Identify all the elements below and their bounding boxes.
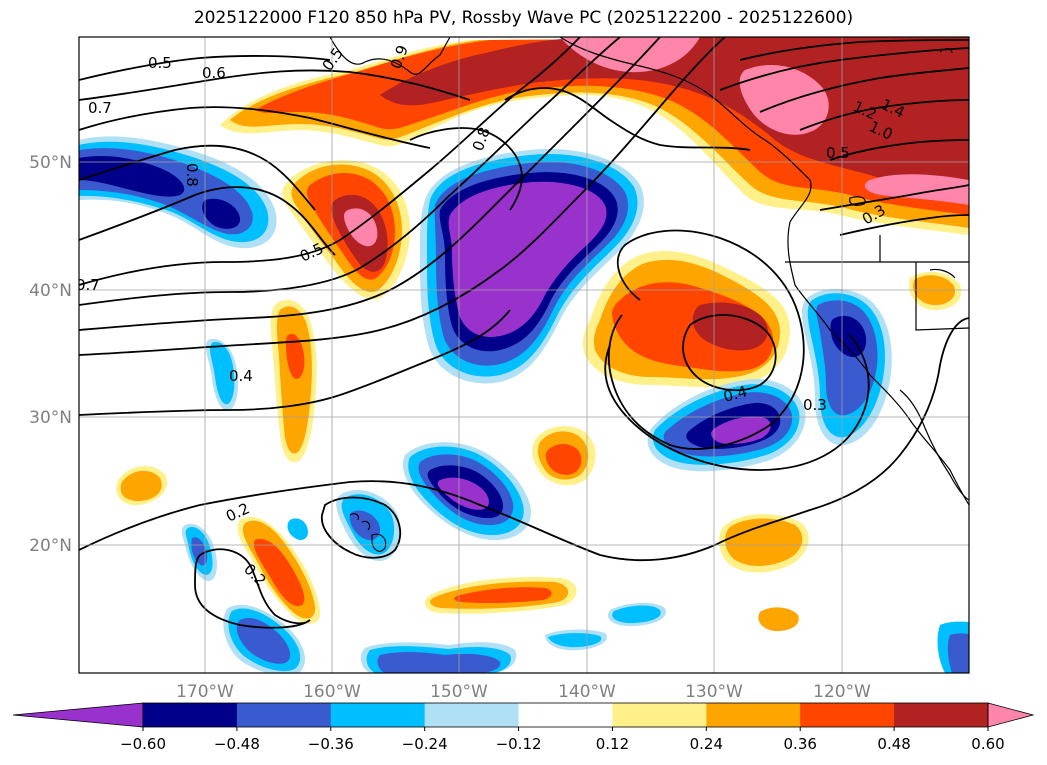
lon-label: 120°W [813, 682, 871, 702]
colorbar-segment [612, 703, 707, 727]
lon-label: 140°W [558, 682, 616, 702]
colorbar-tick-label: −0.24 [402, 735, 448, 753]
lat-label: 40°N [29, 281, 72, 301]
colorbar-tick-label: 0.24 [690, 735, 723, 753]
colorbar-max-extend [987, 702, 1035, 728]
lat-label: 30°N [29, 408, 72, 428]
colorbar-frame [142, 702, 989, 728]
colorbar-tick-label: 0.60 [971, 735, 1004, 753]
lat-label: 20°N [29, 536, 72, 556]
positive-anomaly-15n-band [424, 577, 577, 614]
colorbar-min-extend [12, 702, 144, 728]
negative-anomaly-coast [801, 288, 892, 446]
colorbar-tick-label: −0.60 [120, 735, 166, 753]
contour-label: 0.7 [76, 276, 100, 294]
contour-label: 0.6 [202, 64, 226, 82]
colorbar-tick-label: −0.12 [496, 735, 542, 753]
negative-anomaly-small-patches [181, 338, 969, 673]
negative-anomaly-130w [647, 379, 806, 472]
colorbar-tick-label: −0.36 [308, 735, 354, 753]
lon-label: 130°W [685, 682, 743, 702]
lon-label: 170°W [176, 682, 234, 702]
lon-label: 160°W [303, 682, 361, 702]
colorbar-segment [236, 703, 332, 727]
contour-label: 0.5 [826, 144, 850, 162]
coastlines [329, 37, 969, 506]
colorbar-segment [424, 703, 520, 727]
lon-axis-labels: 170°W 160°W 150°W 140°W 130°W 120°W [176, 682, 871, 702]
colorbar-segment [143, 703, 238, 727]
map-panel: 0.5 0.6 0.7 0.8 0.9 0.8 0.5 0.7 0.4 0.2 … [76, 37, 969, 673]
map-frame [78, 36, 970, 674]
map-title: 2025122000 F120 850 hPa PV, Rossby Wave … [193, 8, 854, 28]
colorbar-tick-label: −0.48 [214, 735, 260, 753]
colorbar-segment [706, 703, 801, 727]
contour-label: 0.8 [183, 163, 201, 187]
colorbar-tick-label: 0.48 [877, 735, 910, 753]
lon-label: 150°W [430, 682, 488, 702]
lat-axis-labels: 50°N 40°N 30°N 20°N [29, 153, 72, 556]
graticule [79, 37, 969, 673]
contour-label: 0.4 [229, 367, 253, 385]
negative-anomaly-20n-center [402, 442, 531, 540]
colorbar-segment [518, 703, 613, 727]
colorbar-tick-label: 0.12 [596, 735, 629, 753]
colorbar: −0.60 −0.48 −0.36 −0.24 −0.12 0.12 0.24 0.36 0.4… [12, 702, 1035, 753]
colorbar-segment [800, 703, 895, 727]
colorbar-segment [894, 703, 989, 727]
lat-label: 50°N [29, 153, 72, 173]
pv-contours [79, 37, 969, 629]
contour-label: 0.7 [88, 99, 112, 117]
contour-label: 0.4 [721, 382, 749, 406]
positive-anomaly-160w [282, 160, 410, 300]
colorbar-segment [330, 703, 426, 727]
colorbar-tick-label: 0.36 [784, 735, 817, 753]
contour-label: 0.5 [148, 54, 172, 72]
contour-label: 0.3 [803, 396, 827, 414]
